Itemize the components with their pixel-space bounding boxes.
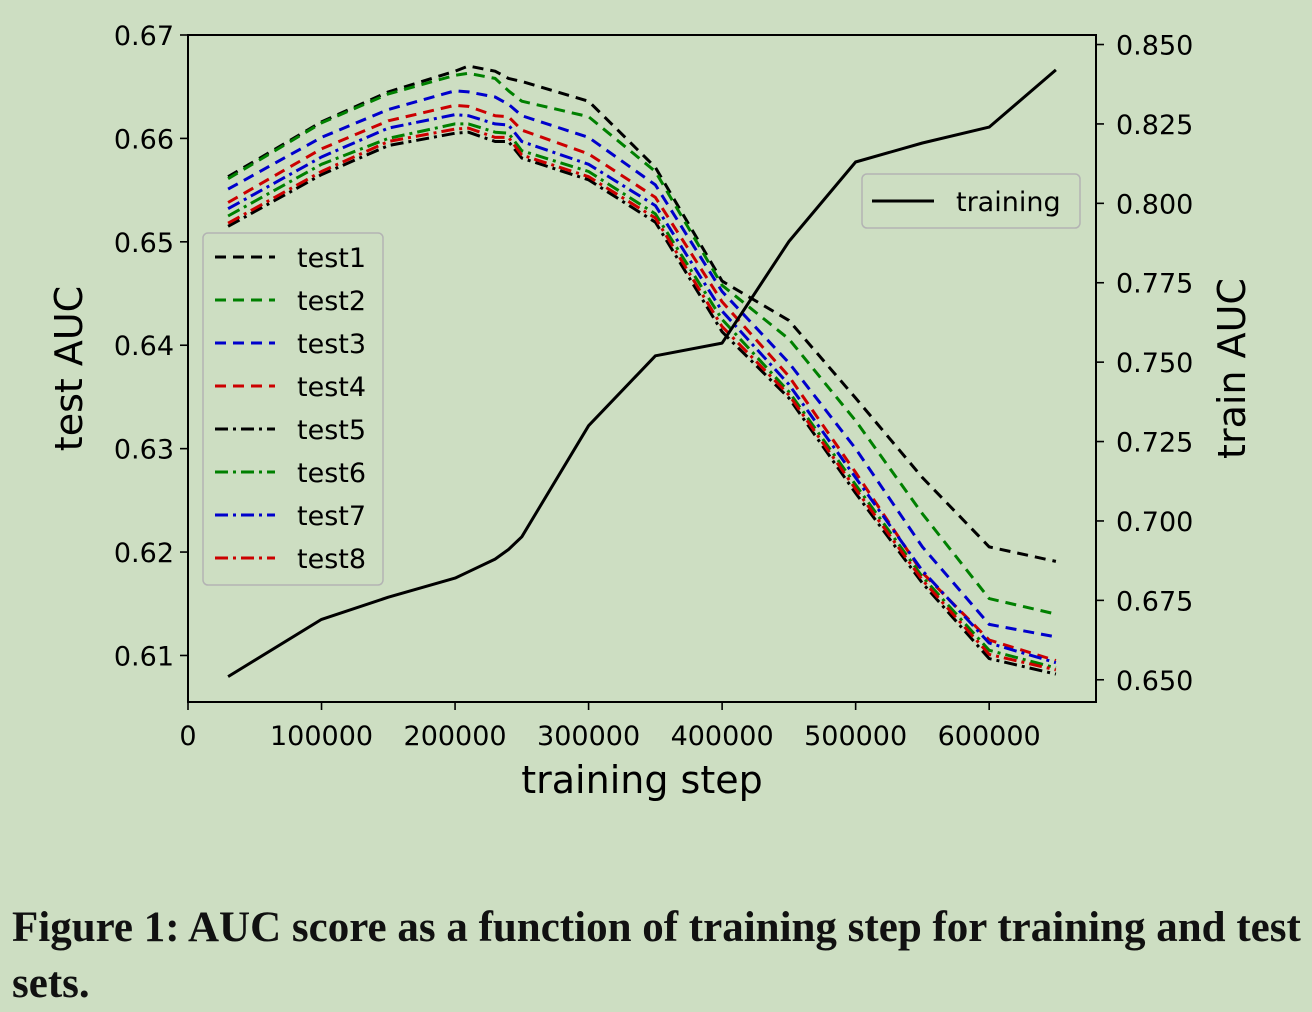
y-left-tick-label: 0.65 xyxy=(114,228,174,259)
legend-label-test3: test3 xyxy=(297,329,366,360)
y-right-tick-label: 0.650 xyxy=(1116,666,1193,697)
y-right-tick-label: 0.700 xyxy=(1116,507,1193,538)
y-right-tick-label: 0.675 xyxy=(1116,586,1193,617)
series-line-test3 xyxy=(227,89,1057,639)
y-left-tick-label: 0.61 xyxy=(114,641,174,672)
x-tick-label: 0 xyxy=(179,721,196,752)
x-tick-label: 100000 xyxy=(270,721,373,752)
legend-label-test2: test2 xyxy=(297,286,366,317)
legend-label-test5: test5 xyxy=(297,415,366,446)
series-line-training xyxy=(227,68,1057,678)
y-right-tick-label: 0.750 xyxy=(1116,348,1193,379)
legend-test-box xyxy=(202,232,384,586)
y-right-tick-label: 0.800 xyxy=(1116,189,1193,220)
legend-label-training: training xyxy=(956,187,1061,218)
legend-label-test6: test6 xyxy=(297,458,366,489)
series-line-test1 xyxy=(227,64,1057,563)
y-right-tick-label: 0.850 xyxy=(1116,31,1193,62)
series-line-test2 xyxy=(227,71,1057,616)
y-right-tick-label: 0.725 xyxy=(1116,428,1193,459)
legend-label-test8: test8 xyxy=(297,544,366,575)
x-tick-label: 600000 xyxy=(938,721,1041,752)
y-right-tick-label: 0.775 xyxy=(1116,269,1193,300)
series-line-test7 xyxy=(227,113,1057,665)
legend-label-test4: test4 xyxy=(297,372,366,403)
x-tick-label: 400000 xyxy=(671,721,774,752)
x-tick-label: 300000 xyxy=(537,721,640,752)
plot-frame xyxy=(187,34,1097,703)
series-line-test6 xyxy=(227,122,1057,670)
x-tick-label: 500000 xyxy=(804,721,907,752)
y-right-tick-label: 0.825 xyxy=(1116,110,1193,141)
x-axis-label: training step xyxy=(521,758,763,802)
y-right-axis-label: train AUC xyxy=(1210,278,1254,459)
y-left-tick-label: 0.62 xyxy=(114,538,174,569)
legend-label-test7: test7 xyxy=(297,501,366,532)
legend-training: training xyxy=(861,173,1081,229)
legend-training-box xyxy=(861,173,1081,229)
y-left-tick-label: 0.67 xyxy=(114,21,174,52)
y-left-axis-label: test AUC xyxy=(47,286,91,451)
series-line-test8 xyxy=(227,126,1057,672)
y-left-tick-label: 0.63 xyxy=(114,435,174,466)
series-line-test5 xyxy=(227,130,1057,676)
legend-label-test1: test1 xyxy=(297,243,366,274)
y-left-tick-label: 0.66 xyxy=(114,124,174,155)
y-left-tick-label: 0.64 xyxy=(114,331,174,362)
legend-test: test1 test2 test3 test4 test5 test6 test7 test8 xyxy=(202,232,384,586)
x-tick-label: 200000 xyxy=(404,721,507,752)
figure-caption: Figure 1: AUC score as a function of tra… xyxy=(12,904,1301,1007)
